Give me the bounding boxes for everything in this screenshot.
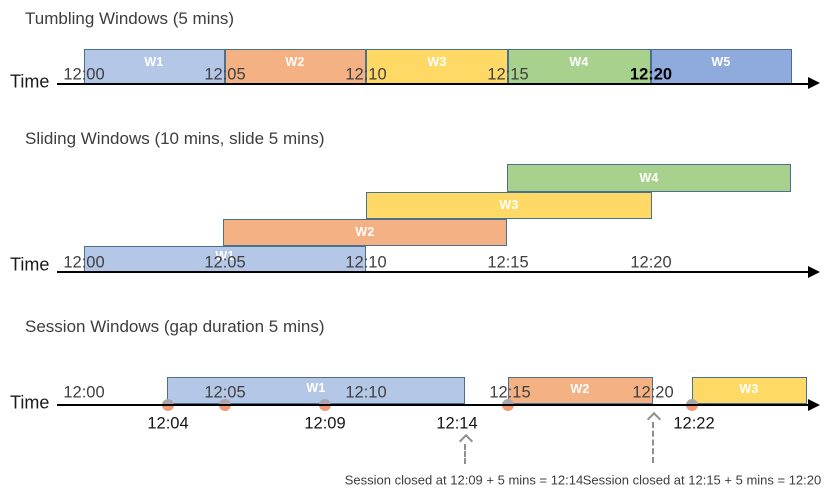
session-closed-annotation: Session closed at 12:09 + 5 mins = 12:14 (344, 472, 584, 488)
session-title: Session Windows (gap duration 5 mins) (25, 317, 325, 336)
tick-label: 12:10 (345, 65, 387, 84)
sliding-window-w4 (507, 164, 791, 192)
tick-label: 12:20 (632, 383, 674, 402)
window-label: W1 (215, 249, 235, 263)
window-label: W5 (711, 55, 731, 69)
session-window-w1 (167, 377, 465, 404)
tick-label: 12:00 (63, 253, 105, 272)
dashed-arrow-stem (652, 422, 654, 463)
tumbling-time-axis (57, 83, 810, 85)
tick-label: 12:05 (204, 383, 246, 402)
tick-label: 12:15 (489, 383, 531, 402)
tick-label: 12:00 (63, 65, 105, 84)
tick-label: 12:05 (204, 253, 246, 272)
tick-label: 12:20 (630, 253, 672, 272)
window-label: W3 (427, 55, 447, 69)
session-time-axis (57, 404, 810, 406)
session-time-label: Time (10, 392, 50, 413)
tumbling-window-w4 (508, 49, 651, 84)
sliding-axis-arrow-icon (808, 266, 820, 278)
dashed-arrow-up-icon (458, 433, 474, 449)
window-label: W3 (499, 198, 519, 212)
session-closed-annotation: Session closed at 12:15 + 5 mins = 12:20 (582, 472, 822, 488)
window-label: W1 (306, 381, 326, 395)
sliding-time-label: Time (10, 254, 50, 275)
tumbling-window-w1 (84, 49, 225, 84)
tick-label: 12:15 (487, 65, 529, 84)
event-time-label: 12:09 (304, 414, 346, 433)
window-label: W3 (739, 382, 759, 396)
window-label: W4 (569, 55, 589, 69)
tumbling-window-w2 (225, 49, 366, 84)
window-label: W4 (639, 171, 659, 185)
tick-label: 12:10 (345, 253, 387, 272)
tick-label: 12:05 (204, 65, 246, 84)
sliding-title: Sliding Windows (10 mins, slide 5 mins) (25, 129, 325, 148)
window-label: W1 (144, 55, 164, 69)
session-window-w3 (692, 377, 807, 404)
window-label: W2 (355, 225, 375, 239)
sliding-window-w2 (223, 219, 507, 246)
sliding-time-axis (57, 271, 810, 273)
tick-label: 12:20 (629, 65, 673, 84)
session-window-w2 (508, 377, 653, 404)
sliding-window-w3 (366, 192, 652, 219)
session-axis-arrow-icon (808, 399, 820, 411)
tumbling-title: Tumbling Windows (5 mins) (25, 9, 235, 28)
tick-label: 12:10 (345, 383, 387, 402)
window-label: W2 (285, 55, 305, 69)
tumbling-axis-arrow-icon (808, 77, 820, 89)
dashed-arrow-stem (464, 444, 466, 464)
tick-label: 12:15 (487, 253, 529, 272)
dashed-arrow-up-icon (646, 411, 662, 427)
tumbling-time-label: Time (10, 71, 50, 92)
tick-label: 12:00 (63, 383, 105, 402)
event-time-label: 12:14 (436, 414, 478, 433)
event-time-label: 12:04 (147, 414, 189, 433)
event-time-label: 12:22 (673, 414, 715, 433)
window-label: W2 (570, 382, 590, 396)
